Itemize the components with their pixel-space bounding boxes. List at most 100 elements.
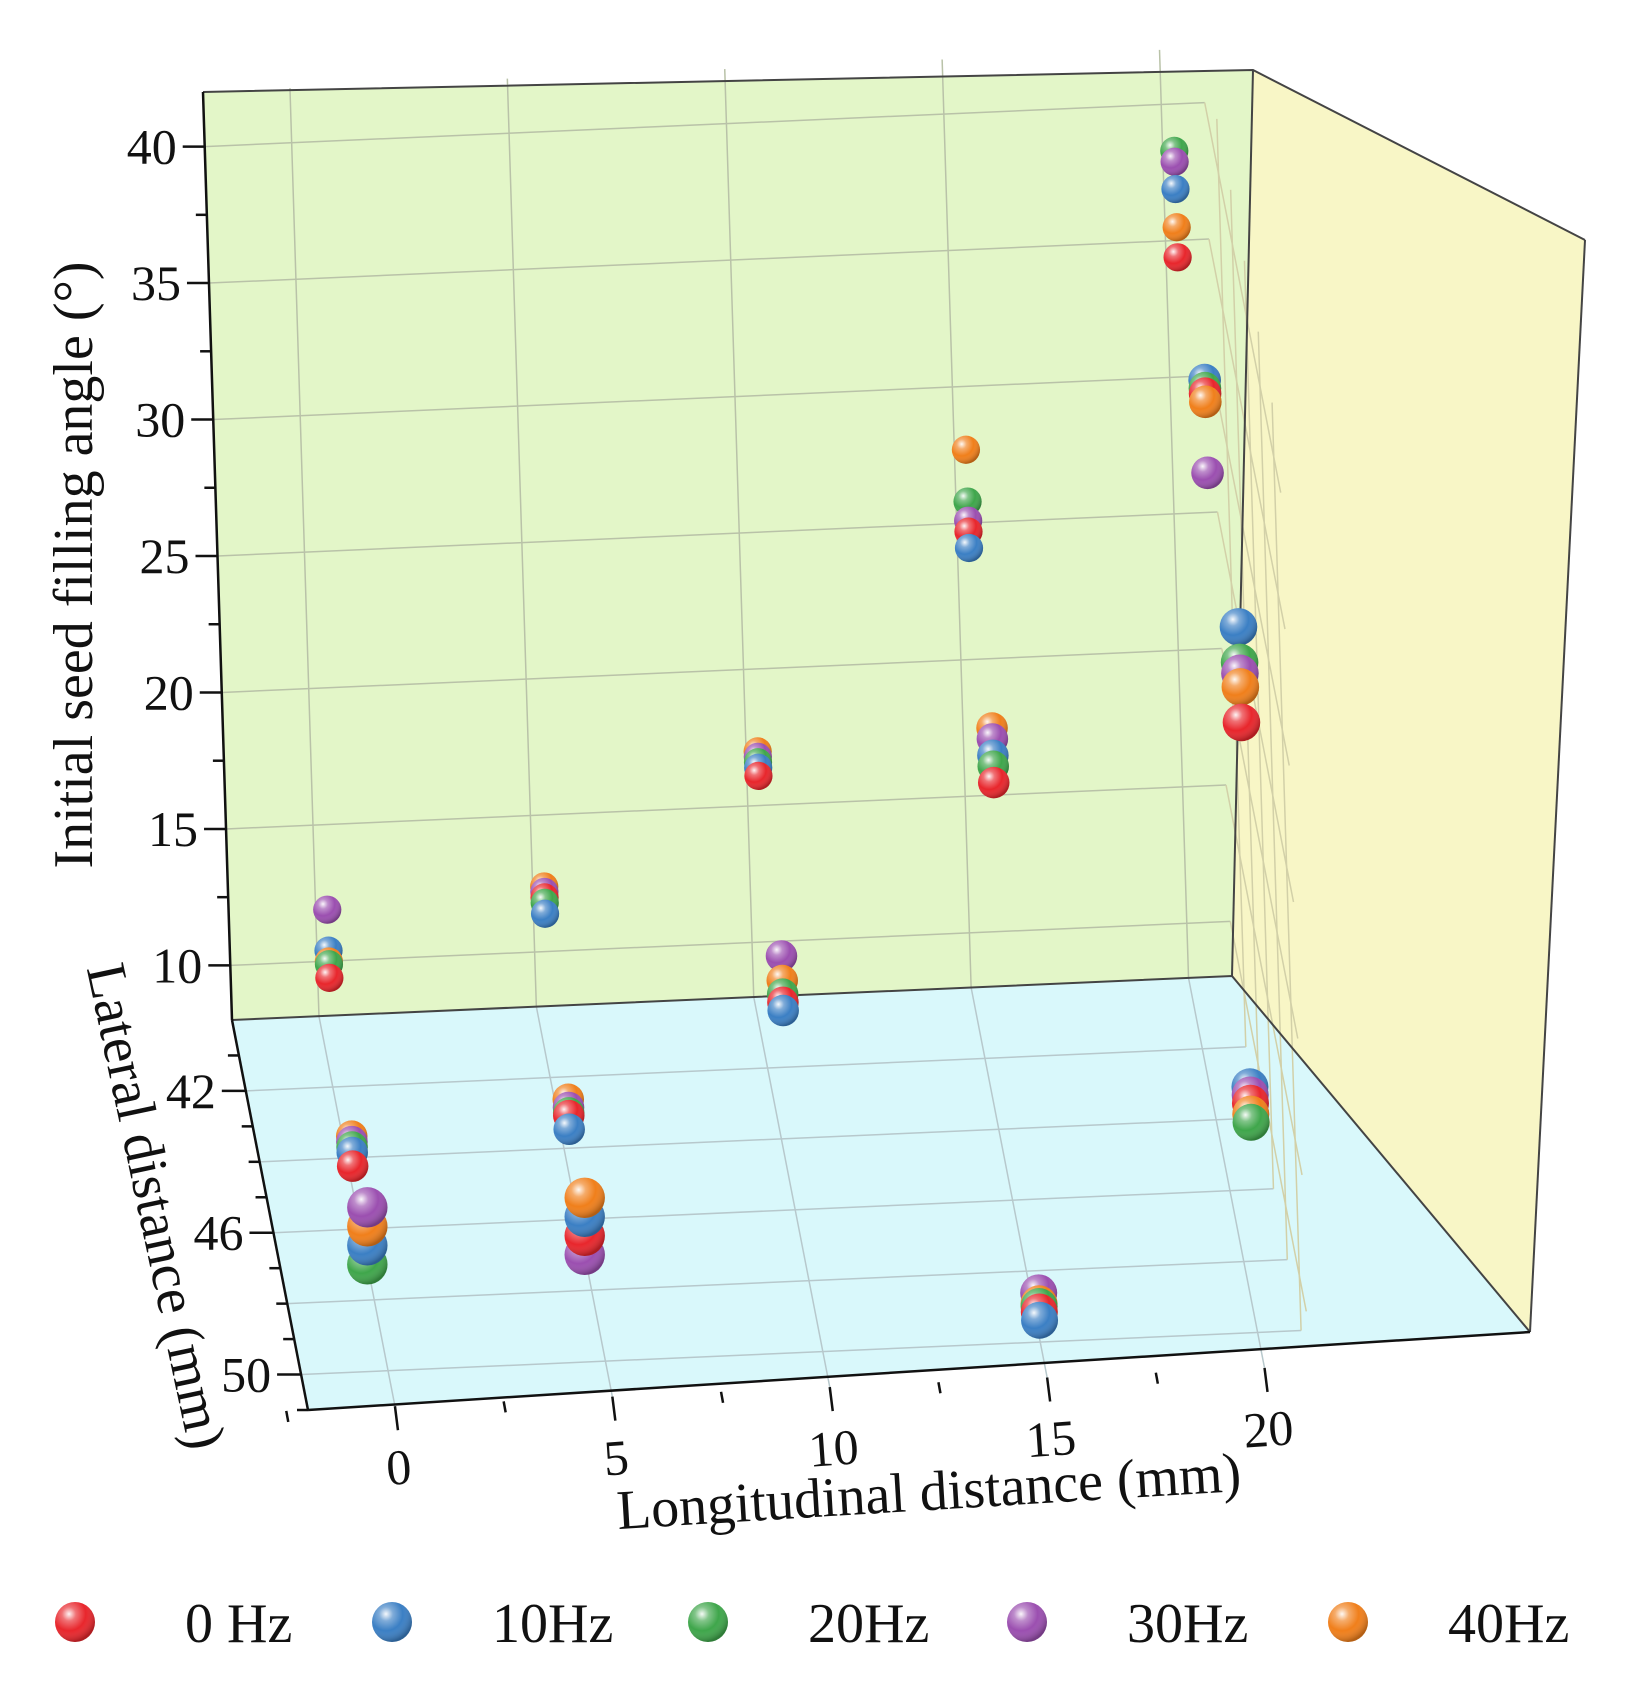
grid-line	[301, 1329, 1302, 1376]
z-tick-label: 10	[152, 937, 202, 993]
x-minor-tick	[719, 1391, 725, 1404]
data-point	[1189, 385, 1222, 419]
legend-item: 40Hz	[1328, 1593, 1569, 1655]
grid-line	[259, 1117, 1260, 1163]
sphere-highlight	[1189, 385, 1222, 419]
data-point	[347, 1187, 388, 1228]
legend-label: 40Hz	[1448, 1593, 1569, 1655]
sphere-highlight	[1160, 147, 1189, 176]
grid-line	[208, 238, 1210, 284]
data-point	[313, 895, 342, 924]
x-tick-label: 10	[807, 1418, 861, 1477]
sphere-highlight	[530, 899, 560, 928]
grid-line	[723, 69, 755, 998]
legend-marker-highlight	[1007, 1602, 1047, 1642]
sphere-highlight	[951, 435, 981, 464]
x-tick	[828, 1386, 834, 1412]
grid-line	[217, 511, 1218, 557]
legend-marker-highlight	[688, 1602, 728, 1642]
legend-label: 10Hz	[492, 1593, 613, 1655]
z-tick-label: 20	[144, 664, 194, 720]
grid-line	[289, 88, 320, 1017]
legend-item: 20Hz	[688, 1593, 929, 1655]
grid-line	[225, 784, 1227, 830]
sphere-highlight	[977, 766, 1010, 799]
data-point	[977, 766, 1010, 799]
x-tick	[611, 1396, 617, 1421]
sphere-highlight	[1232, 1103, 1270, 1141]
grid-line	[287, 1258, 1288, 1305]
back-wall	[203, 70, 1253, 1020]
grid-line	[221, 647, 1222, 694]
data-point	[315, 963, 344, 993]
data-point	[553, 1113, 585, 1146]
data-point	[1219, 608, 1258, 646]
grid-line	[753, 996, 831, 1388]
data-point	[1160, 147, 1189, 176]
data-point	[951, 435, 981, 464]
x-tick-label: 20	[1241, 1399, 1295, 1458]
data-point	[954, 533, 984, 563]
data-point	[1161, 174, 1190, 204]
legend-label: 20Hz	[808, 1593, 929, 1655]
grid-line	[1203, 102, 1282, 493]
z-tick-label: 40	[127, 119, 177, 175]
floor-plane	[232, 976, 1530, 1410]
data-point	[1221, 668, 1260, 706]
grid-line	[1208, 238, 1286, 630]
legend: 0 Hz 10Hz 20Hz 30Hz 40Hz	[55, 1593, 1569, 1655]
panel-edges	[202, 68, 1586, 1333]
z-tick-label: 30	[135, 392, 185, 448]
x-tick-label: 0	[384, 1438, 413, 1496]
sphere-highlight	[744, 761, 773, 791]
sphere-highlight	[767, 994, 799, 1027]
data-point	[1191, 456, 1224, 490]
x-tick-label: 15	[1024, 1409, 1078, 1468]
x-minor-tick	[285, 1410, 290, 1423]
y-tick-label: 50	[221, 1347, 271, 1403]
grid-line	[1187, 977, 1266, 1369]
grid-line	[245, 1046, 1246, 1092]
legend-item: 10Hz	[372, 1593, 613, 1655]
z-tick-label: 15	[148, 801, 198, 857]
side-wall	[1232, 70, 1585, 1332]
data-point	[765, 940, 798, 972]
x-tick	[393, 1406, 400, 1431]
sphere-highlight	[954, 533, 984, 563]
grid-line	[204, 101, 1205, 148]
x-minor-tick	[1154, 1372, 1160, 1384]
data-point	[336, 1150, 369, 1182]
grid-line	[1212, 375, 1290, 766]
data-point	[1163, 243, 1192, 272]
sphere-highlight	[313, 895, 342, 924]
data-point	[564, 1177, 605, 1218]
z-axis-ticks: 10 15 20 25 30 35 40	[127, 119, 231, 993]
z-tick-label: 25	[140, 528, 190, 584]
sphere-highlight	[1222, 703, 1261, 742]
sphere-highlight	[1219, 608, 1258, 646]
z-tick-label: 35	[131, 255, 181, 311]
y-tick-label: 42	[166, 1063, 216, 1119]
legend-marker-highlight	[1328, 1602, 1368, 1642]
data-point	[767, 994, 799, 1027]
data-points	[313, 136, 1270, 1339]
sphere-highlight	[564, 1177, 605, 1218]
legend-marker-highlight	[55, 1602, 95, 1642]
grid-line	[1216, 511, 1295, 903]
legend-marker-highlight	[372, 1602, 412, 1642]
grid-line	[1158, 49, 1190, 978]
x-axis-title: Longitudinal distance (mm)	[615, 1442, 1243, 1542]
grid-line	[506, 78, 538, 1007]
data-point	[1162, 213, 1191, 242]
x-minor-tick	[502, 1401, 507, 1413]
grid-line	[213, 374, 1214, 421]
sphere-highlight	[1021, 1301, 1059, 1339]
x-tick	[1045, 1377, 1052, 1402]
grid-line	[230, 920, 1231, 967]
data-point	[1021, 1301, 1059, 1339]
data-point	[530, 899, 560, 928]
grid-line	[1225, 784, 1303, 1176]
x-tick	[1263, 1367, 1269, 1393]
sphere-highlight	[1163, 243, 1192, 272]
